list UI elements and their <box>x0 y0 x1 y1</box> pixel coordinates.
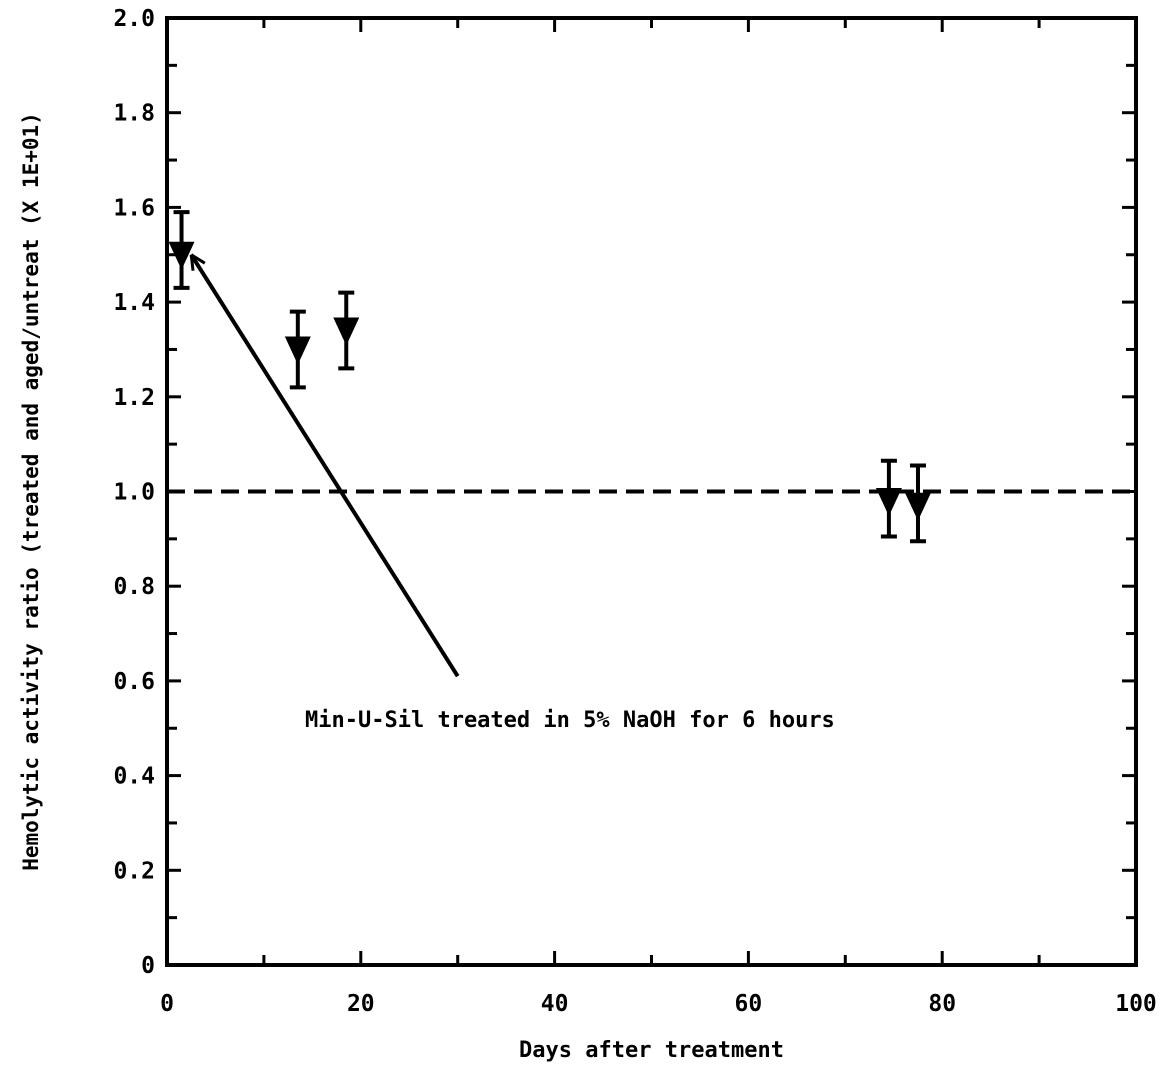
y-tick-label: 0.6 <box>113 669 155 695</box>
y-tick-label: 0.4 <box>113 764 155 790</box>
y-tick-label: 2.0 <box>113 6 155 32</box>
y-tick-label: 1.2 <box>113 385 155 411</box>
annotation-layer: Min-U-Sil treated in 5% NaOH for 6 hours <box>189 253 835 733</box>
ticks: 0 20 40 60 80 100 0 0.2 0.4 0.6 0.8 1.0 1.2 1.4 1.6 1.8… <box>113 6 1156 1017</box>
x-axis-label: Days after treatment <box>519 1038 784 1063</box>
x-tick-label: 40 <box>541 991 569 1017</box>
annotation-arrow <box>189 253 460 678</box>
triangle-marker <box>284 336 311 365</box>
y-tick-label: 1.6 <box>113 195 155 221</box>
data-point <box>333 290 360 371</box>
data-points <box>168 210 931 544</box>
y-tick-label: 1.4 <box>113 290 155 316</box>
y-tick-label: 1.0 <box>113 480 155 506</box>
triangle-marker <box>168 241 195 270</box>
annotation-text: Min-U-Sil treated in 5% NaOH for 6 hours <box>305 708 835 733</box>
y-tick-label: 0.2 <box>113 858 155 884</box>
annotation-arrowhead <box>189 254 195 271</box>
triangle-marker <box>333 317 360 346</box>
y-tick-label: 1.8 <box>113 101 155 127</box>
data-point <box>284 309 311 390</box>
data-point <box>168 210 195 290</box>
x-tick-label: 20 <box>347 991 375 1017</box>
x-tick-label: 60 <box>735 991 763 1017</box>
triangle-marker <box>904 492 931 521</box>
y-tick-label: 0 <box>141 953 155 979</box>
data-point <box>875 458 902 539</box>
x-tick-label: 80 <box>928 991 956 1017</box>
triangle-marker <box>875 487 902 516</box>
data-point <box>904 463 931 544</box>
annotation-arrowhead <box>190 253 206 265</box>
x-tick-label: 0 <box>160 991 174 1017</box>
y-axis-label: Hemolytic activity ratio (treated and ag… <box>19 112 43 871</box>
x-tick-label: 100 <box>1115 991 1157 1017</box>
y-tick-label: 0.8 <box>113 574 155 600</box>
